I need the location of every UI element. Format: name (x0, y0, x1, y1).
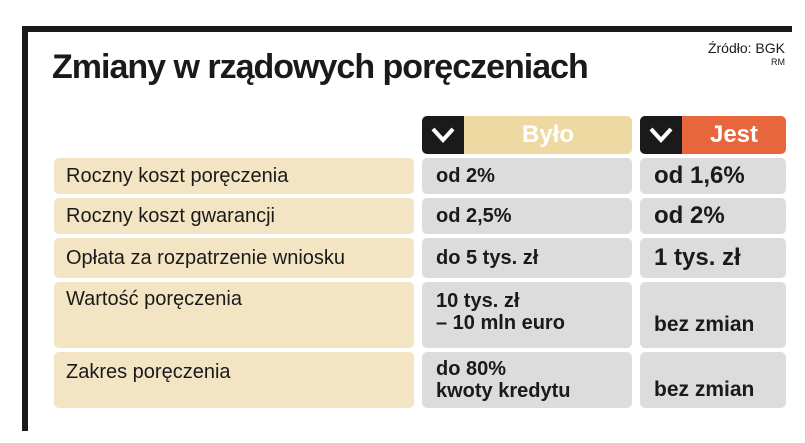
row-label-text: Opłata za rozpatrzenie wniosku (66, 247, 346, 269)
row-before-line: – 10 mln euro (436, 312, 565, 334)
row-after-line: 1 tys. zł (654, 244, 741, 271)
row-after-line: bez zmian (654, 378, 755, 401)
column-header-before-label: Było (521, 121, 574, 148)
source-note: Źródło: BGK RM (708, 40, 785, 68)
row-after-value: od 1,6% (640, 158, 786, 194)
row-label-text: Roczny koszt poręczenia (66, 165, 289, 187)
row-after-line: bez zmian (654, 313, 755, 336)
row-after-line: od 2% (654, 202, 725, 229)
row-before-line: kwoty kredytu (436, 380, 571, 402)
row-before-line: do 5 tys. zł (436, 247, 539, 269)
row-before-line: do 80% (436, 358, 507, 380)
row-before-value: od 2% (422, 158, 632, 194)
row-label-annual-warranty-cost: Roczny koszt gwarancji (54, 198, 414, 234)
frame-left-rule (22, 26, 28, 431)
infographic-title: Zmiany w rządowych poręczeniach (52, 48, 589, 86)
source-label: Źródło: BGK (707, 40, 785, 56)
frame-top-rule (22, 26, 792, 32)
row-before-value: do 5 tys. zł (422, 238, 632, 278)
row-label-guarantee-value: Wartość poręczenia (54, 282, 414, 348)
row-after-value: 1 tys. zł (640, 238, 786, 278)
row-label-application-fee: Opłata za rozpatrzenie wniosku (54, 238, 414, 278)
column-header-before: Było (422, 116, 632, 154)
source-credit: RM (771, 57, 785, 67)
row-before-value: 10 tys. zł – 10 mln euro (422, 282, 632, 348)
row-before-line: od 2,5% (436, 205, 512, 227)
row-after-value: bez zmian (640, 282, 786, 348)
row-after-value: bez zmian (640, 352, 786, 408)
row-before-value: do 80% kwoty kredytu (422, 352, 632, 408)
row-after-value: od 2% (640, 198, 786, 234)
column-header-after: Jest (640, 116, 786, 154)
row-before-line: 10 tys. zł (436, 290, 520, 312)
row-label-guarantee-scope: Zakres poręczenia (54, 352, 414, 408)
row-before-line: od 2% (436, 165, 495, 187)
column-header-after-label: Jest (709, 121, 759, 148)
chevron-down-icon (422, 116, 464, 154)
row-label-text: Roczny koszt gwarancji (66, 205, 275, 227)
row-label-text: Zakres poręczenia (66, 361, 231, 383)
chevron-down-icon (640, 116, 682, 154)
row-label-annual-guarantee-cost: Roczny koszt poręczenia (54, 158, 414, 194)
row-after-line: od 1,6% (654, 162, 745, 189)
row-label-text: Wartość poręczenia (66, 288, 242, 310)
row-before-value: od 2,5% (422, 198, 632, 234)
